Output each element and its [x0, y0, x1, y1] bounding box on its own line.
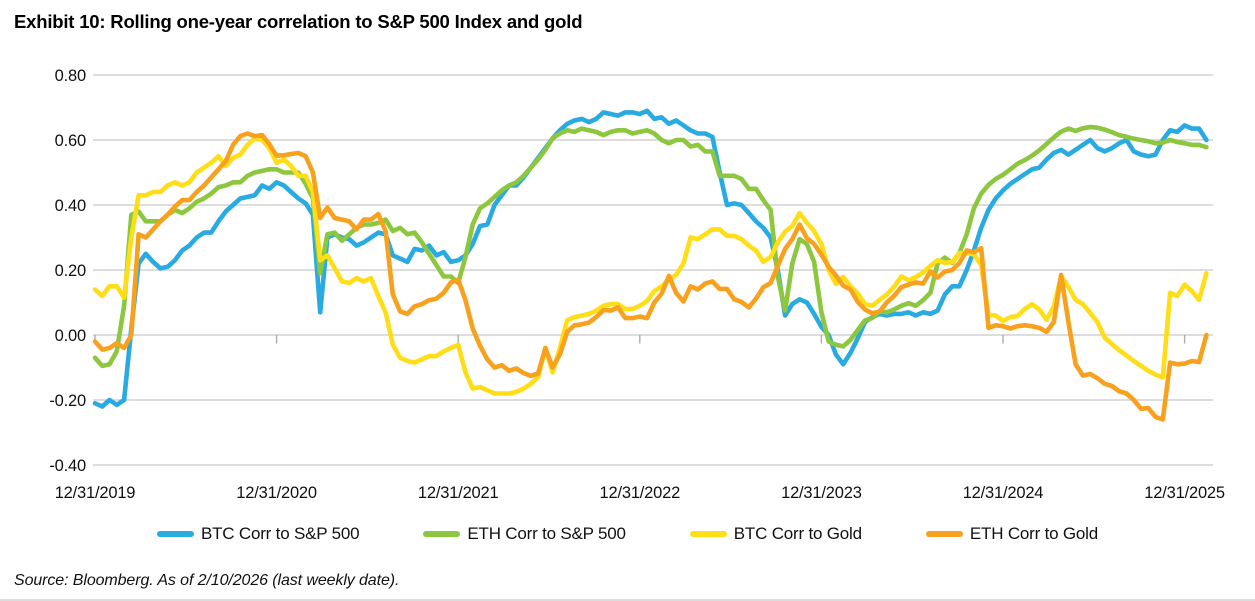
- y-axis-tick-label: 0.20: [55, 262, 86, 280]
- series-line-btc-corr-to-gold: [92, 136, 1209, 396]
- legend-swatch-icon: [925, 531, 963, 537]
- legend-swatch-icon: [689, 531, 727, 537]
- x-axis-tick-label: 12/31/2024: [963, 484, 1044, 502]
- series-line-btc-corr-to-s-p-500: [92, 108, 1209, 409]
- y-axis-tick-label: 0.60: [55, 132, 86, 150]
- legend-label: ETH Corr to Gold: [969, 524, 1099, 543]
- legend-item-btc-corr-to-s-p-500: BTC Corr to S&P 500: [156, 524, 360, 544]
- source-note: Source: Bloomberg. As of 2/10/2026 (last…: [14, 572, 400, 589]
- legend-item-eth-corr-to-gold: ETH Corr to Gold: [925, 524, 1099, 544]
- chart-legend: BTC Corr to S&P 500 ETH Corr to S&P 500 BT…: [0, 524, 1255, 544]
- legend-label: BTC Corr to S&P 500: [200, 524, 360, 543]
- x-axis-tick-label: 12/31/2019: [55, 484, 136, 502]
- legend-swatch-icon: [423, 531, 461, 537]
- legend-label: ETH Corr to S&P 500: [467, 524, 626, 543]
- y-axis-tick-label: -0.20: [49, 392, 86, 410]
- x-axis-tick-label: 12/31/2021: [418, 484, 499, 502]
- series-line-eth-corr-to-s-p-500: [92, 124, 1209, 369]
- legend-item-btc-corr-to-gold: BTC Corr to Gold: [689, 524, 862, 544]
- y-axis-tick-label: 0.40: [55, 197, 86, 215]
- x-axis-tick-label: 12/31/2025: [1144, 484, 1225, 502]
- legend-item-eth-corr-to-s-p-500: ETH Corr to S&P 500: [423, 524, 626, 544]
- series-line-eth-corr-to-gold: [92, 131, 1209, 422]
- chart-title: Exhibit 10: Rolling one-year correlation…: [14, 11, 583, 32]
- x-axis-tick-label: 12/31/2020: [236, 484, 317, 502]
- y-axis-tick-label: -0.40: [49, 457, 86, 475]
- x-axis-tick-label: 12/31/2023: [781, 484, 862, 502]
- x-axis-tick-label: 12/31/2022: [600, 484, 681, 502]
- legend-label: BTC Corr to Gold: [733, 524, 862, 543]
- legend-swatch-icon: [156, 531, 194, 537]
- correlation-line-chart: 0.80 0.60 0.40 0.20 0.00 -0.20 -0.40 12/31/2019…: [49, 67, 1225, 502]
- y-axis-tick-label: 0.80: [55, 67, 86, 85]
- y-axis-tick-label: 0.00: [55, 327, 86, 345]
